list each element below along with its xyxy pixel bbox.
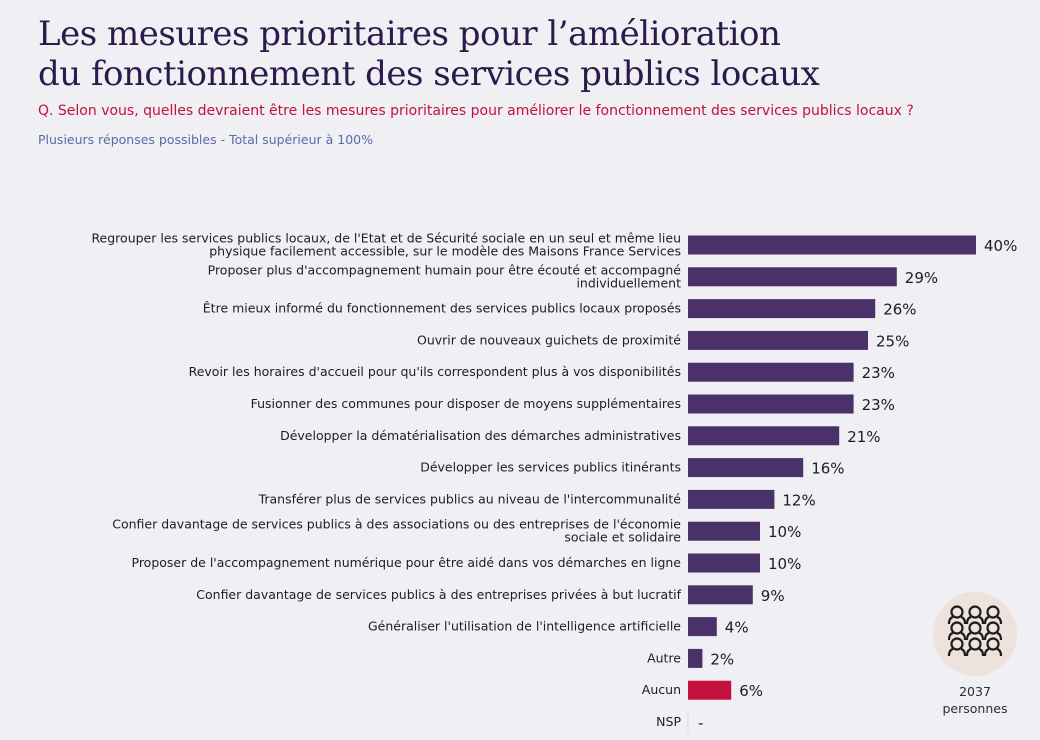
person-icon bbox=[965, 605, 985, 625]
category-label: Confier davantage de services publics à … bbox=[112, 517, 681, 545]
bar bbox=[688, 330, 868, 350]
bar bbox=[688, 458, 804, 478]
value-label: 4% bbox=[725, 619, 749, 637]
category-label: Développer la dématérialisation des déma… bbox=[280, 428, 681, 443]
value-label: 16% bbox=[811, 460, 844, 478]
person-icon bbox=[947, 621, 967, 641]
people-group-icon bbox=[947, 605, 1003, 657]
bar bbox=[688, 362, 854, 382]
bar bbox=[688, 585, 753, 605]
category-label: Regrouper les services publics locaux, d… bbox=[91, 231, 681, 259]
person-icon bbox=[983, 637, 1003, 657]
person-icon bbox=[965, 637, 985, 657]
bar bbox=[688, 267, 897, 287]
bar bbox=[688, 553, 760, 573]
bar bbox=[688, 521, 760, 541]
bar bbox=[688, 489, 775, 509]
bar bbox=[688, 680, 732, 700]
category-label: Aucun bbox=[642, 682, 681, 697]
value-label: 2% bbox=[710, 650, 734, 668]
value-label: 6% bbox=[739, 682, 763, 700]
category-label: Confier davantage de services publics à … bbox=[196, 587, 681, 602]
sample-badge bbox=[933, 592, 1017, 676]
title-line-2: du fonctionnement des services publics l… bbox=[38, 54, 820, 94]
category-label: Revoir les horaires d'accueil pour qu'il… bbox=[189, 364, 681, 379]
title-line-1: Les mesures prioritaires pour l’améliora… bbox=[38, 14, 781, 54]
sample-unit: personnes bbox=[942, 701, 1008, 716]
category-label: NSP bbox=[656, 714, 681, 729]
value-label: 12% bbox=[782, 491, 815, 509]
sample-count: 2037 bbox=[959, 684, 991, 699]
category-label: Proposer de l'accompagnement numérique p… bbox=[132, 555, 682, 570]
person-icon bbox=[947, 605, 967, 625]
person-icon bbox=[965, 621, 985, 641]
value-label: 29% bbox=[905, 269, 938, 287]
value-label: 23% bbox=[862, 396, 895, 414]
category-label: Transférer plus de services publics au n… bbox=[258, 491, 682, 506]
value-label: 10% bbox=[768, 555, 801, 573]
value-label: 9% bbox=[761, 587, 785, 605]
bar bbox=[688, 235, 976, 255]
category-label: Ouvrir de nouveaux guichets de proximité bbox=[417, 332, 681, 347]
value-label: 26% bbox=[883, 301, 916, 319]
survey-question: Q. Selon vous, quelles devraient être le… bbox=[38, 103, 914, 119]
bar bbox=[688, 648, 703, 668]
bar bbox=[688, 617, 717, 637]
category-label: Être mieux informé du fonctionnement des… bbox=[203, 301, 681, 316]
value-label: 10% bbox=[768, 523, 801, 541]
category-label: Proposer plus d'accompagnement humain po… bbox=[208, 262, 682, 290]
value-label: 25% bbox=[876, 332, 909, 350]
value-label: - bbox=[698, 714, 703, 732]
response-note: Plusieurs réponses possibles - Total sup… bbox=[38, 132, 373, 147]
category-label: Développer les services publics itinéran… bbox=[420, 460, 681, 475]
bar bbox=[688, 426, 840, 446]
person-icon bbox=[983, 621, 1003, 641]
person-icon bbox=[947, 637, 967, 657]
bar bbox=[688, 394, 854, 414]
person-icon bbox=[983, 605, 1003, 625]
category-label: Fusionner des communes pour disposer de … bbox=[251, 396, 681, 411]
bar bbox=[688, 299, 876, 319]
value-label: 23% bbox=[862, 364, 895, 382]
chart-title: Les mesures prioritaires pour l’améliora… bbox=[38, 14, 820, 94]
category-label: Généraliser l'utilisation de l'intellige… bbox=[368, 619, 681, 634]
category-label: Autre bbox=[647, 650, 681, 665]
value-label: 40% bbox=[984, 237, 1017, 255]
sample-size: 2037 personnes bbox=[935, 683, 1015, 717]
value-label: 21% bbox=[847, 428, 880, 446]
